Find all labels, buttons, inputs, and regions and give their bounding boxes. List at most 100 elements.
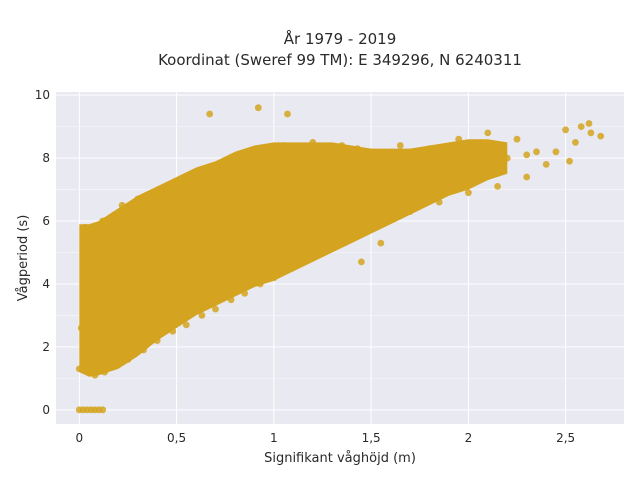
data-point-87 [503,154,511,162]
data-point-62 [315,249,322,256]
data-point-28 [149,192,157,200]
data-point-65 [328,239,336,247]
data-point-17 [101,368,108,376]
x-tick-label-0: 0 [76,431,84,445]
data-point-40 [208,167,216,175]
data-point-102 [284,110,291,118]
data-point-34 [179,179,186,187]
data-point-69 [348,192,356,200]
data-point-92 [552,148,560,156]
data-point-38 [198,312,206,319]
point-density-band [79,139,508,377]
y-tick-labels: 0 2 4 6 8 10 [35,88,50,417]
data-point-31 [163,186,171,194]
data-point-103 [221,277,229,285]
density-cloud [79,139,508,377]
data-point-83 [465,189,472,197]
data-point-81 [445,164,453,171]
data-point-32 [169,327,177,335]
y-tick-label-4: 8 [42,151,50,165]
data-point-25 [134,195,142,203]
data-point-72 [363,170,371,178]
x-tick-label-3: 1,5 [362,431,381,445]
data-point-78 [416,170,424,178]
data-point-94 [566,157,573,165]
data-point-47 [241,290,249,297]
data-point-100 [206,110,214,118]
data-point-61 [309,139,317,146]
data-points [75,104,605,414]
data-point-41 [212,305,219,313]
data-point-88 [513,135,521,143]
data-point-57 [289,211,297,219]
data-point-18 [105,255,112,263]
x-axis-label: Signifikant våghöjd (m) [264,451,416,466]
data-point-93 [562,126,569,134]
data-point-90 [533,148,540,156]
data-point-84 [474,161,482,168]
data-point-85 [484,129,492,137]
data-point-7 [75,365,83,373]
data-point-30 [159,249,167,256]
data-point-53 [270,274,278,282]
data-point-74 [377,217,385,225]
data-point-79 [426,145,433,153]
data-point-37 [192,173,200,181]
x-tick-label-1: 0,5 [167,431,186,445]
y-tick-label-5: 10 [35,88,50,102]
data-point-42 [217,217,225,225]
data-point-106 [523,151,531,159]
data-point-96 [577,123,585,130]
data-point-21 [114,312,122,319]
data-point-55 [280,142,287,149]
data-point-11 [85,368,93,376]
data-point-97 [585,120,593,127]
data-point-24 [128,274,136,282]
data-point-20 [112,362,120,370]
data-point-82 [455,135,463,143]
data-point-22 [118,201,126,209]
data-point-66 [334,176,342,184]
y-tick-label-2: 4 [42,277,50,291]
y-axis-label: Vågperiod (s) [16,215,31,302]
x-tick-label-4: 2 [465,431,473,445]
data-point-26 [140,346,147,354]
data-point-51 [260,223,268,231]
data-point-68 [344,233,352,241]
data-point-71 [358,223,365,231]
data-point-98 [587,129,595,137]
y-tick-label-0: 0 [42,403,50,417]
data-point-104 [377,239,385,247]
data-point-14 [91,371,99,379]
data-point-89 [523,173,531,181]
data-point-12 [85,305,93,313]
chart-title-line-1: År 1979 - 2019 [284,29,397,48]
data-point-8 [77,324,85,332]
data-point-63 [319,201,326,209]
data-point-70 [354,145,361,153]
data-point-36 [188,233,196,241]
x-tick-label-2: 1 [270,431,278,445]
data-point-99 [597,132,605,140]
data-point-105 [358,258,365,266]
x-tick-labels: 0 0,5 1 1,5 2 2,5 [76,431,576,445]
data-point-60 [305,186,313,194]
data-point-58 [295,145,303,153]
data-point-48 [247,205,254,212]
data-point-27 [144,293,151,300]
data-point-50 [256,280,264,288]
data-point-67 [338,142,346,149]
data-point-75 [387,179,394,187]
data-point-46 [237,154,245,162]
data-point-59 [299,255,307,263]
x-tick-label-5: 2,5 [556,431,575,445]
y-tick-label-3: 6 [42,214,50,228]
data-point-45 [231,242,239,250]
data-point-43 [221,161,229,168]
data-point-54 [276,192,284,200]
data-point-95 [572,139,579,146]
data-point-86 [494,183,501,190]
data-point-13 [87,227,95,234]
data-point-33 [173,268,181,275]
data-point-101 [254,104,262,112]
